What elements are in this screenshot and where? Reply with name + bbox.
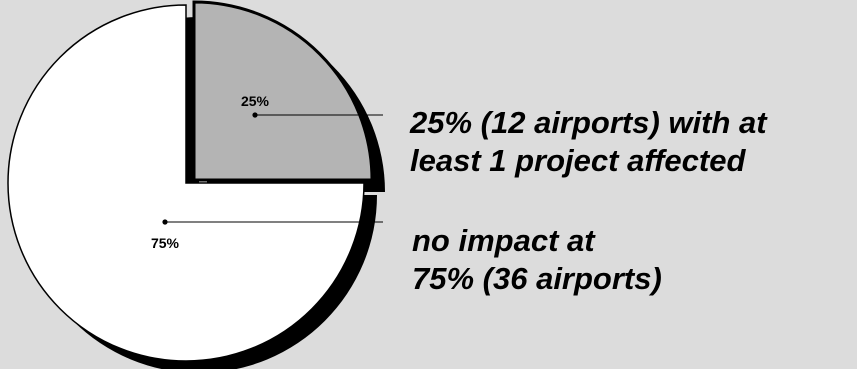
pie-labels: 25% 75% (151, 93, 270, 251)
legend-affected: 25% (12 airports) with at least 1 projec… (410, 104, 767, 180)
slice-label-no-impact: 75% (151, 235, 180, 251)
legend-affected-line-1: 25% (12 airports) with at (410, 105, 767, 140)
slice-affected (192, 0, 374, 182)
slice-no-impact (7, 4, 365, 362)
legend-no-impact: no impact at 75% (36 airports) (412, 222, 662, 298)
leader-lines (162, 112, 383, 225)
pie-slices (7, 0, 374, 362)
legend-affected-line-2: least 1 project affected (410, 143, 746, 178)
legend-no-impact-line-1: no impact at (412, 223, 595, 258)
slice-label-affected: 25% (241, 93, 270, 109)
legend-no-impact-line-2: 75% (36 airports) (412, 261, 662, 296)
